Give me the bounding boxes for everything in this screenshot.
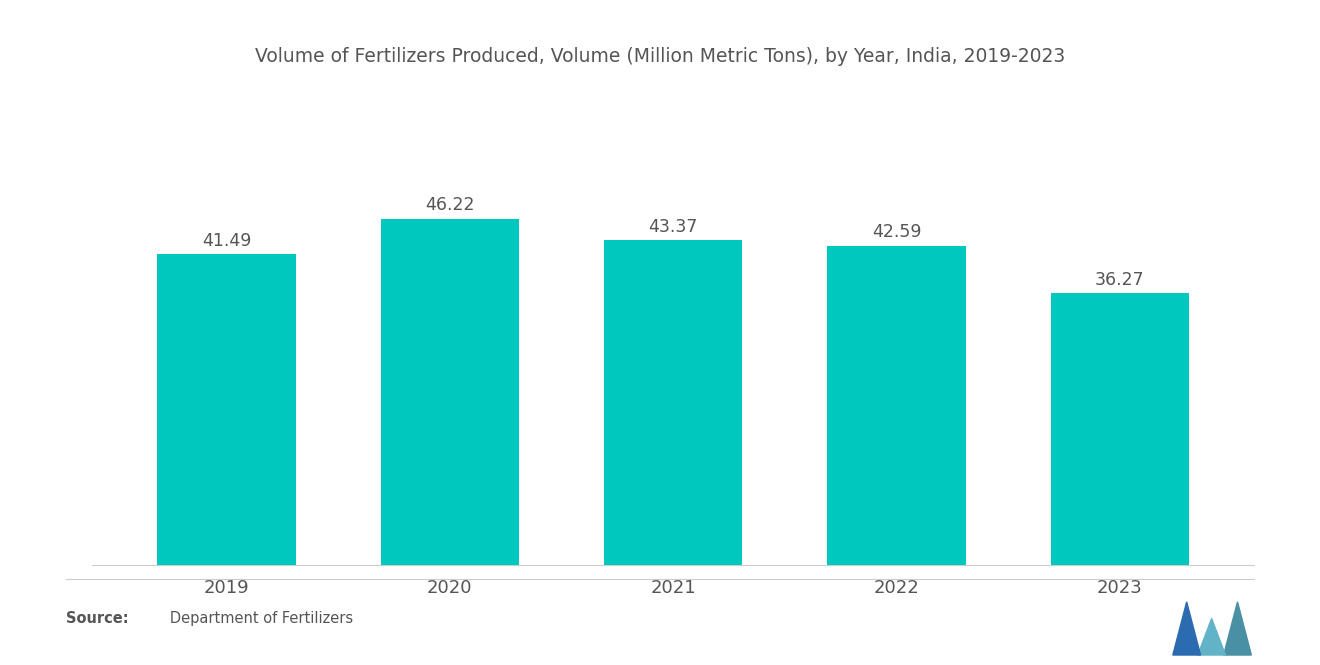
Bar: [605, 240, 742, 565]
Polygon shape: [1224, 602, 1251, 655]
Text: Source:: Source:: [66, 611, 128, 626]
Bar: [157, 254, 296, 565]
Text: Volume of Fertilizers Produced, Volume (Million Metric Tons), by Year, India, 20: Volume of Fertilizers Produced, Volume (…: [255, 47, 1065, 66]
Bar: [380, 219, 519, 565]
Bar: [1051, 293, 1189, 565]
Text: Department of Fertilizers: Department of Fertilizers: [156, 611, 352, 626]
Bar: [828, 246, 966, 565]
Text: 43.37: 43.37: [648, 217, 698, 235]
Text: 42.59: 42.59: [871, 223, 921, 241]
Text: 46.22: 46.22: [425, 196, 475, 214]
Polygon shape: [1197, 618, 1225, 655]
Text: 36.27: 36.27: [1096, 271, 1144, 289]
Polygon shape: [1173, 602, 1201, 655]
Text: 41.49: 41.49: [202, 231, 251, 250]
